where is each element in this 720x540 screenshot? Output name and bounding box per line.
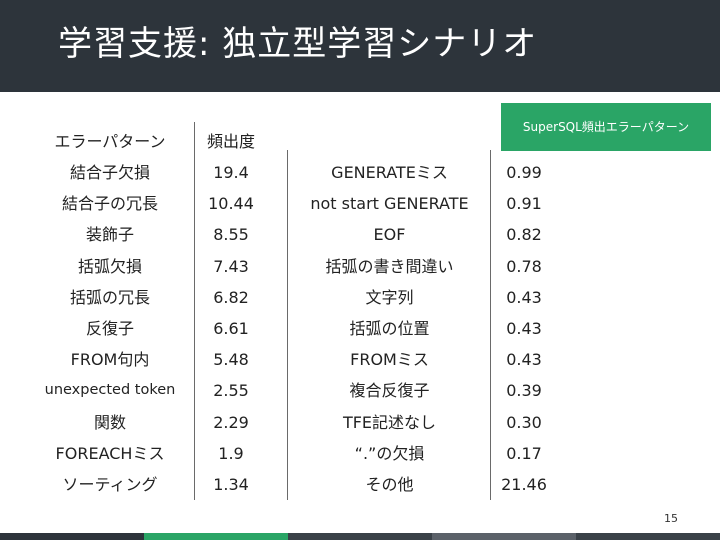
left-pattern-cell: 反復子 <box>85 319 134 338</box>
right-pattern-cell: その他 <box>365 475 414 494</box>
left-frequency-cell: 2.55 <box>213 381 249 401</box>
left-pattern-cell: 括弧欠損 <box>77 256 142 276</box>
right-pattern-cell: FROMミス <box>350 350 429 370</box>
footer-segment <box>288 533 432 540</box>
left-pattern-cell: FOREACHミス <box>55 443 165 463</box>
right-frequency-cell: 0.17 <box>506 443 542 463</box>
legend-badge: SuperSQL頻出エラーパターン <box>501 103 711 151</box>
right-pattern-cell: 括弧の位置 <box>349 319 430 338</box>
left-frequency-cell: 8.55 <box>213 225 249 245</box>
header-frequency: 頻出度 <box>206 132 255 151</box>
left-divider <box>194 122 195 500</box>
left-pattern-cell: 結合子の冗長 <box>61 194 158 214</box>
right-frequency-cell: 0.99 <box>506 163 542 182</box>
right-frequency-cell: 0.43 <box>506 350 542 370</box>
footer-segment <box>432 533 576 540</box>
title-bar: 学習支援: 独立型学習シナリオ <box>0 0 720 92</box>
left-pattern-cell: ソーティング <box>62 475 158 494</box>
left-frequency-cell: 10.44 <box>208 194 254 214</box>
left-frequency-cell: 5.48 <box>213 350 249 370</box>
right-frequency-cell: 0.78 <box>506 256 542 276</box>
right-frequency-cell: 0.39 <box>506 381 542 401</box>
right-pattern-cell: EOF <box>373 225 406 245</box>
footer-segment <box>144 533 288 540</box>
right-pattern-cell: TFE記述なし <box>342 412 437 432</box>
right-pattern-cell: “.”の欠損 <box>354 443 425 463</box>
right-frequency-cell: 0.30 <box>506 412 542 432</box>
left-frequency-cell: 6.61 <box>213 319 249 338</box>
left-pattern-cell: 関数 <box>93 412 126 432</box>
right-pattern-cell: 括弧の書き間違い <box>325 256 454 276</box>
right-pattern-cell: GENERATEミス <box>331 163 448 182</box>
left-pattern-cell: 装飾子 <box>85 225 134 245</box>
right-frequency-cell: 0.91 <box>506 194 542 214</box>
right-pattern-cell: not start GENERATE <box>310 194 469 214</box>
left-frequency-cell: 1.34 <box>213 475 249 494</box>
right-pattern-cell: 複合反復子 <box>349 381 430 401</box>
left-frequency-cell: 6.82 <box>213 287 249 307</box>
footer-segment <box>0 533 144 540</box>
header-pattern: エラーパターン <box>54 132 166 151</box>
left-pattern-cell: 括弧の冗長 <box>69 287 150 307</box>
left-frequency-cell: 7.43 <box>213 256 249 276</box>
left-pattern-cell: 結合子欠損 <box>69 163 150 182</box>
left-pattern-cell: FROM句内 <box>70 350 150 370</box>
page-number: 15 <box>664 512 678 525</box>
left-frequency-cell: 2.29 <box>213 412 249 432</box>
left-pattern-cell: unexpected token <box>44 382 176 399</box>
left-frequency-cell: 19.4 <box>213 163 249 182</box>
right-frequency-cell: 0.43 <box>506 287 542 307</box>
center-divider <box>287 150 288 500</box>
right-frequency-cell: 21.46 <box>501 475 547 494</box>
left-frequency-cell: 1.9 <box>218 443 244 463</box>
right-frequency-cell: 0.82 <box>506 225 542 245</box>
slide-title: 学習支援: 独立型学習シナリオ <box>58 24 538 64</box>
right-divider <box>490 150 491 500</box>
right-frequency-cell: 0.43 <box>506 319 542 338</box>
footer-segment <box>576 533 720 540</box>
right-pattern-cell: 文字列 <box>365 287 414 307</box>
